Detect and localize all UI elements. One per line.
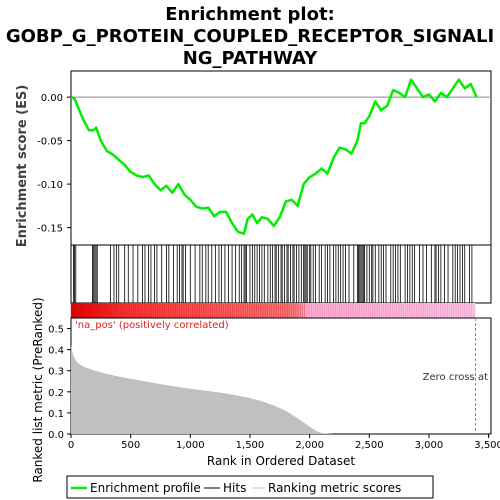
rank-xtick-label: 2,000 <box>295 440 324 451</box>
chart-title-line: NG_PATHWAY <box>183 48 319 69</box>
rank-ytick-label: 0.1 <box>48 409 64 420</box>
enrichment-profile-line <box>70 78 478 235</box>
es-panel: 0.00 -0.05 -0.10 -0.15 Enrichment score (ES) <box>15 70 492 248</box>
rank-xtick-label: 2,500 <box>355 440 384 451</box>
chart-title-line: GOBP_G_PROTEIN_COUPLED_RECEPTOR_SIGNALI <box>6 26 494 47</box>
zero-cross-label: Zero cross at <box>423 372 488 383</box>
rank-ytick-label: 0.2 <box>48 388 64 399</box>
es-ytick-label: -0.05 <box>37 137 63 148</box>
rank-xtick-label: 1,500 <box>236 440 265 451</box>
es-ytick-label: -0.10 <box>37 180 63 191</box>
rank-xtick-label: 500 <box>121 440 140 451</box>
rank-panel: 0.0 0.1 0.2 0.3 0.4 0.5 0 500 1,000 1,500 2,000 2,5… <box>31 297 500 482</box>
rank-ytick-label: 0.5 <box>48 325 64 336</box>
legend-box <box>66 475 434 499</box>
rank-xtick-label: 3,500 <box>474 440 500 451</box>
positive-correlation-label: 'na_pos' (positively correlated) <box>75 320 229 331</box>
legend-label-ranking: Ranking metric scores <box>268 481 401 495</box>
rank-ytick-label: 0.0 <box>48 430 64 441</box>
rank-ytick-label: 0.3 <box>48 367 64 378</box>
legend-label-hits: Hits <box>223 481 246 495</box>
rank-xtick-label: 1,000 <box>176 440 205 451</box>
hits-panel <box>70 244 492 318</box>
legend-label-profile: Enrichment profile <box>90 481 201 495</box>
es-ylabel: Enrichment score (ES) <box>15 85 30 248</box>
rank-xtick-label: 3,000 <box>415 440 444 451</box>
rank-ytick-label: 0.4 <box>48 346 64 357</box>
rank-ylabel: Ranked list metric (PreRanked) <box>31 297 45 482</box>
rank-xtick-label: 0 <box>68 440 74 451</box>
chart-title-line: Enrichment plot: <box>165 4 335 25</box>
legend: Enrichment profile Hits Ranking metric sco… <box>66 475 434 499</box>
es-ytick-label: -0.15 <box>37 224 63 235</box>
es-ytick-label: 0.00 <box>41 93 63 104</box>
rank-xlabel: Rank in Ordered Dataset <box>207 454 355 468</box>
title-group: Enrichment plot:GOBP_G_PROTEIN_COUPLED_R… <box>6 4 494 69</box>
ranking-metric-area <box>71 345 477 434</box>
